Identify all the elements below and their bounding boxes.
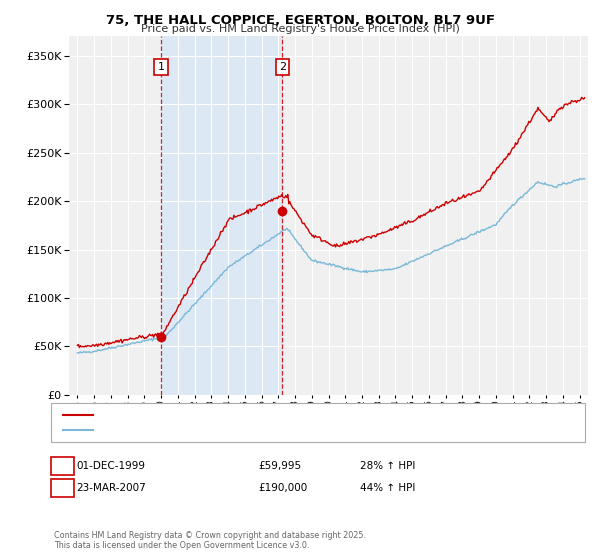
Text: 75, THE HALL COPPICE, EGERTON, BOLTON, BL7 9UF: 75, THE HALL COPPICE, EGERTON, BOLTON, B… <box>106 14 494 27</box>
Text: 44% ↑ HPI: 44% ↑ HPI <box>360 483 415 493</box>
Text: Price paid vs. HM Land Registry's House Price Index (HPI): Price paid vs. HM Land Registry's House … <box>140 24 460 34</box>
Text: HPI: Average price, semi-detached house, Bolton: HPI: Average price, semi-detached house,… <box>99 426 331 435</box>
Text: £190,000: £190,000 <box>258 483 307 493</box>
Text: £59,995: £59,995 <box>258 461 301 471</box>
Text: 01-DEC-1999: 01-DEC-1999 <box>76 461 145 471</box>
Text: 23-MAR-2007: 23-MAR-2007 <box>76 483 146 493</box>
Text: 28% ↑ HPI: 28% ↑ HPI <box>360 461 415 471</box>
Text: 1: 1 <box>158 62 164 72</box>
Text: 2: 2 <box>59 483 66 493</box>
Bar <box>161 36 283 395</box>
Text: 2: 2 <box>279 62 286 72</box>
Text: 1: 1 <box>59 461 66 471</box>
Text: 75, THE HALL COPPICE, EGERTON, BOLTON, BL7 9UF (semi-detached house): 75, THE HALL COPPICE, EGERTON, BOLTON, B… <box>99 411 459 420</box>
Text: Contains HM Land Registry data © Crown copyright and database right 2025.
This d: Contains HM Land Registry data © Crown c… <box>54 530 366 550</box>
